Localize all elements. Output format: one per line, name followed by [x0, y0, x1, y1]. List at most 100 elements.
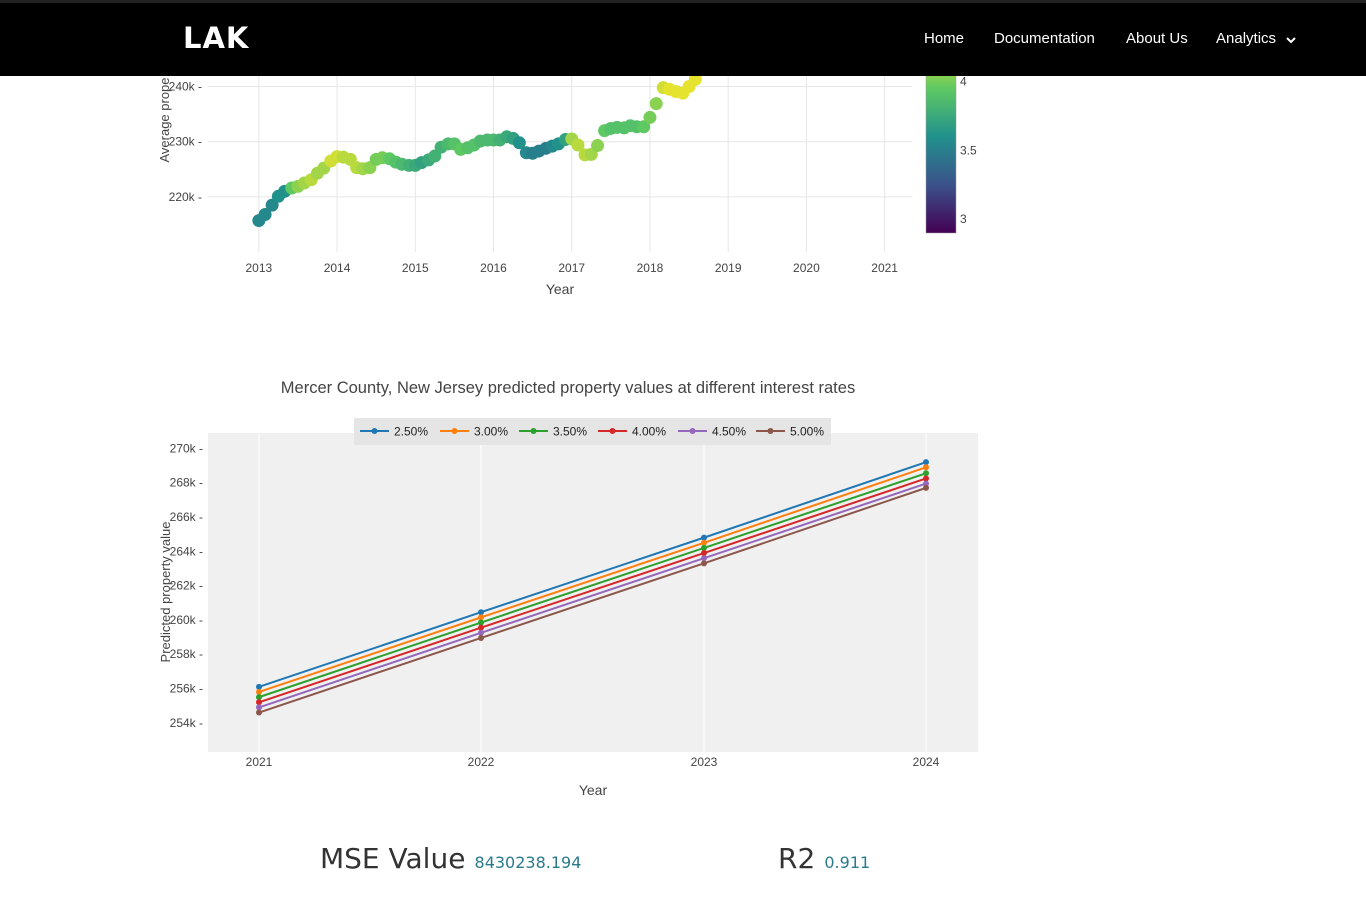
scatter-point[interactable]	[571, 138, 585, 152]
legend-item[interactable]: 5.00%	[756, 425, 824, 439]
line-point[interactable]	[478, 629, 484, 636]
line-x-axis-label: Year	[579, 782, 608, 798]
legend-item[interactable]: 3.00%	[440, 425, 508, 439]
r2-metric: R2 0.911	[778, 842, 870, 875]
line-y-tick-label: 254k -	[170, 716, 203, 730]
mse-metric: MSE Value 8430238.194	[320, 842, 581, 875]
line-series[interactable]	[258, 477, 927, 704]
colorbar-tick-label: 4	[960, 74, 967, 88]
nav-analytics-label: Analytics	[1216, 30, 1277, 47]
legend-marker	[767, 428, 774, 434]
legend-item[interactable]: 4.00%	[598, 425, 666, 439]
line-point[interactable]	[256, 694, 262, 701]
navbar: LAK Home Documentation About Us Analytic…	[0, 0, 1366, 76]
line-point[interactable]	[478, 624, 484, 631]
scatter-point[interactable]	[688, 72, 702, 86]
nav-home-link[interactable]: Home	[924, 30, 965, 47]
legend-item[interactable]: 3.50%	[519, 425, 587, 439]
scatter-y-tick-label: 240k -	[169, 80, 202, 94]
line-point[interactable]	[701, 555, 707, 562]
line-chart-title: Mercer County, New Jersey predicted prop…	[281, 379, 855, 397]
scatter-x-tick-label: 2018	[637, 261, 664, 275]
legend-marker	[451, 428, 458, 434]
line-x-tick-label: 2021	[246, 755, 273, 769]
scatter-x-tick-label: 2020	[793, 261, 820, 275]
scatter-y-tick-label: 230k -	[169, 135, 202, 149]
legend-marker	[609, 428, 616, 434]
scatter-x-tick-label: 2016	[480, 261, 507, 275]
line-y-tick-label: 264k -	[170, 544, 203, 558]
line-point[interactable]	[256, 709, 262, 716]
scatter-x-tick-label: 2017	[558, 261, 585, 275]
line-series[interactable]	[258, 466, 927, 693]
line-point[interactable]	[478, 614, 484, 621]
scatter-x-tick-label: 2013	[245, 261, 272, 275]
line-point[interactable]	[701, 544, 707, 551]
scatter-point[interactable]	[591, 139, 605, 153]
scatter-point[interactable]	[643, 110, 657, 124]
scatter-x-tick-label: 2014	[324, 261, 351, 275]
line-point[interactable]	[256, 699, 262, 706]
line-x-tick-label: 2024	[913, 755, 940, 769]
line-point[interactable]	[923, 470, 929, 477]
line-plot-area	[208, 433, 978, 752]
line-x-tick-label: 2023	[691, 755, 718, 769]
colorbar-tick-label: 3	[960, 212, 967, 226]
line-point[interactable]	[701, 534, 707, 541]
colorbar-tick-label: 3.5	[960, 143, 977, 157]
legend-label: 5.00%	[790, 425, 824, 439]
scatter-point[interactable]	[637, 120, 651, 134]
nav-documentation-link[interactable]: Documentation	[994, 30, 1095, 47]
r2-label: R2	[778, 842, 816, 875]
scatter-y-tick-label: 220k -	[169, 190, 202, 204]
price-scatter-chart: 2013 2014 2015 2016 2017 2018 2019 2020 2021 220…	[157, 39, 977, 297]
nav-analytics-dropdown[interactable]: Analytics	[1216, 30, 1296, 48]
line-point[interactable]	[701, 560, 707, 567]
scatter-point[interactable]	[649, 97, 663, 111]
scatter-x-tick-label: 2019	[715, 261, 742, 275]
legend-marker	[371, 428, 378, 434]
legend-box	[354, 418, 831, 445]
scatter-x-axis-label: Year	[546, 281, 575, 297]
line-point[interactable]	[256, 688, 262, 695]
legend-item[interactable]: 2.50%	[360, 425, 428, 439]
line-point[interactable]	[923, 475, 929, 482]
line-legend: 2.50% 3.00% 3.50% 4.00% 4.50% 5.00%	[354, 418, 831, 445]
legend-marker	[689, 428, 696, 434]
scatter-x-tick-label: 2015	[402, 261, 429, 275]
line-series[interactable]	[258, 461, 927, 688]
line-point[interactable]	[701, 550, 707, 557]
nav-about-us-link[interactable]: About Us	[1126, 30, 1188, 47]
legend-item[interactable]: 4.50%	[678, 425, 746, 439]
scatter-point[interactable]	[258, 207, 272, 221]
line-point[interactable]	[923, 480, 929, 487]
legend-label: 3.00%	[474, 425, 508, 439]
line-point[interactable]	[478, 609, 484, 616]
line-point[interactable]	[923, 459, 929, 466]
line-point[interactable]	[923, 464, 929, 471]
line-point[interactable]	[256, 704, 262, 711]
line-y-tick-label: 270k -	[170, 441, 203, 455]
mse-value: 8430238.194	[474, 853, 582, 872]
scatter-x-tick-label: 2021	[871, 261, 898, 275]
line-y-tick-label: 268k -	[170, 476, 203, 490]
legend-label: 4.00%	[632, 425, 666, 439]
line-point[interactable]	[701, 539, 707, 546]
line-point[interactable]	[256, 683, 262, 690]
line-y-tick-label: 258k -	[170, 647, 203, 661]
brand-logo[interactable]: LAK	[183, 21, 250, 55]
scatter-point[interactable]	[512, 136, 526, 150]
line-y-tick-label: 262k -	[170, 579, 203, 593]
legend-marker	[530, 428, 537, 434]
line-series[interactable]	[258, 482, 927, 709]
line-x-tick-label: 2022	[468, 755, 495, 769]
legend-label: 2.50%	[394, 425, 428, 439]
line-series[interactable]	[258, 486, 927, 714]
line-series[interactable]	[258, 472, 927, 699]
line-point[interactable]	[923, 484, 929, 491]
legend-label: 4.50%	[712, 425, 746, 439]
line-point[interactable]	[478, 634, 484, 641]
chevron-down-icon	[1286, 31, 1296, 48]
r2-value: 0.911	[824, 853, 871, 872]
line-point[interactable]	[478, 619, 484, 626]
